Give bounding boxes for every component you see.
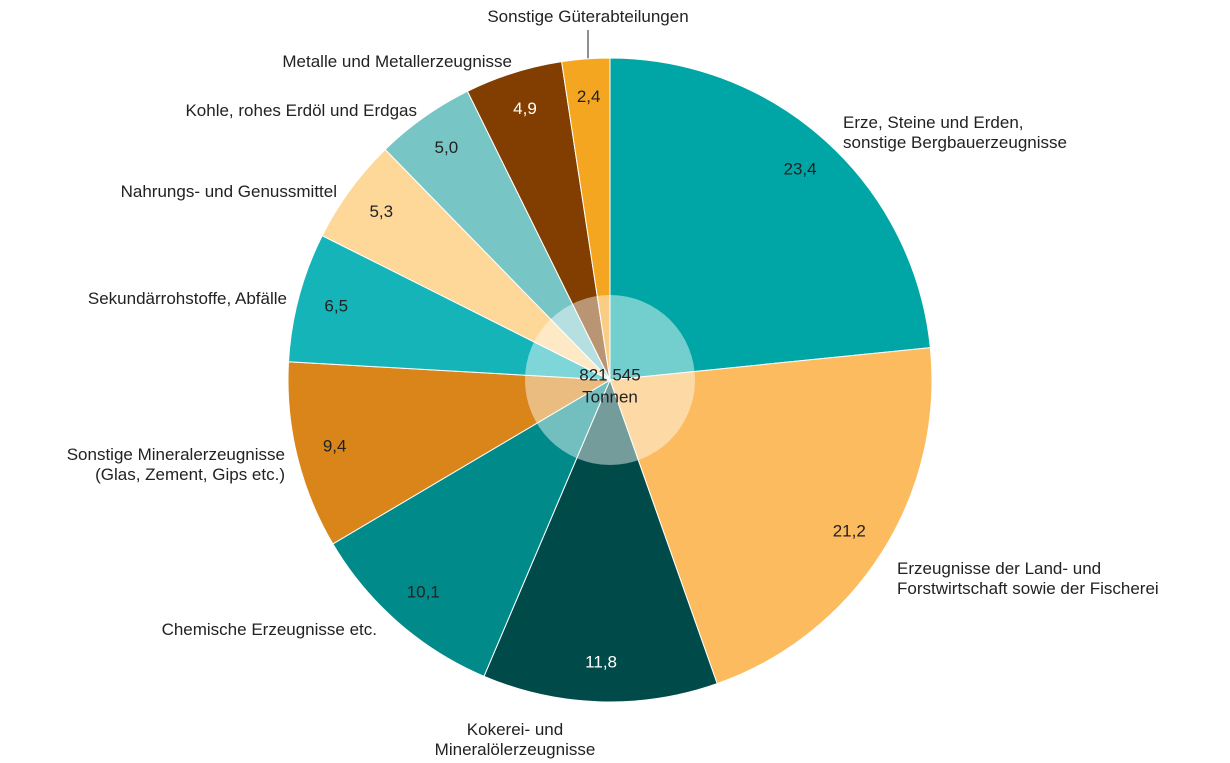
category-label: Sonstige Güterabteilungen [487,7,688,26]
value-label: 6,5 [324,296,348,315]
pie-slice [609,57,931,381]
value-label: 9,4 [323,436,347,455]
center-circle [525,295,695,465]
category-label: Sonstige Mineralerzeugnisse (Glas, Zement… [67,445,285,484]
category-label: Erze, Steine und Erden, sonstige Bergbaue… [843,113,1067,152]
pie-slice [287,234,611,381]
pie-slice [483,378,718,703]
category-label: Chemische Erzeugnisse etc. [162,620,377,639]
category-label: Kohle, rohes Erdöl und Erdgas [185,101,417,120]
total-label: 821 545 [579,365,640,384]
pie-slice [287,361,612,545]
pie-slice [332,378,612,677]
value-label: 5,3 [369,202,393,221]
category-label: Sekundärrohstoffe, Abfälle [88,289,287,308]
category-label: Kokerei- und Mineralölerzeugnisse [435,720,596,759]
value-label: 2,4 [577,87,601,106]
pie-slice [561,57,611,381]
value-label: 5,0 [435,138,459,157]
pie-slice [609,347,933,685]
value-label: 4,9 [513,99,537,118]
value-label: 10,1 [407,583,440,602]
value-label: 11,8 [585,653,617,672]
total-unit: Tonnen [582,387,638,406]
category-label: Nahrungs- und Genussmittel [121,182,337,201]
value-label: 21,2 [833,521,866,540]
category-label: Erzeugnisse der Land- und Forstwirtschaft… [897,559,1159,598]
value-label: 23,4 [783,159,816,178]
category-label: Metalle und Metallerzeugnisse [282,52,512,71]
